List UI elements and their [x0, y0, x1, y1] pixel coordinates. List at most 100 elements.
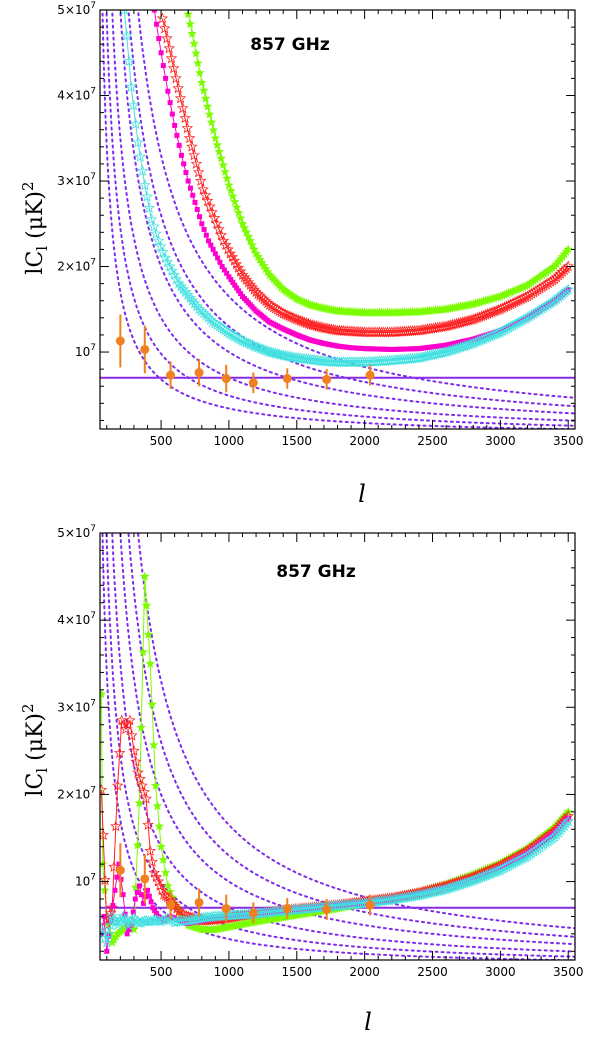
- marker-green: [158, 854, 169, 864]
- series-cyan: [100, 815, 575, 948]
- marker-green: [230, 196, 240, 206]
- marker-red: [150, 871, 163, 883]
- marker-cyan: [177, 283, 190, 295]
- dotted-noise-curve-3: [119, 10, 575, 415]
- marker-red: [174, 92, 187, 104]
- marker-magenta: [185, 178, 191, 184]
- marker-red: [132, 766, 144, 778]
- x-tick-label: 2500: [417, 434, 448, 448]
- marker-green: [204, 109, 215, 119]
- marker-red: [242, 276, 255, 288]
- marker-red: [562, 260, 575, 272]
- marker-green: [280, 286, 290, 295]
- x-axis-label-top: l: [358, 480, 366, 508]
- marker-cyan: [132, 136, 144, 148]
- series-magenta: [151, 10, 571, 352]
- marker-green: [243, 231, 254, 241]
- data-point: [140, 874, 150, 884]
- marker-cyan: [182, 914, 195, 926]
- data-point: [248, 378, 258, 388]
- marker-magenta: [130, 909, 136, 915]
- marker-magenta: [215, 255, 221, 261]
- marker-red: [172, 82, 184, 94]
- data-point: [194, 368, 204, 378]
- marker-green: [189, 38, 199, 48]
- marker-red: [158, 22, 171, 34]
- marker-green: [185, 19, 195, 29]
- marker-magenta: [226, 274, 232, 280]
- marker-cyan: [172, 277, 185, 289]
- marker-magenta: [219, 264, 225, 270]
- marker-green: [183, 10, 193, 19]
- marker-red: [146, 855, 159, 867]
- marker-cyan: [383, 894, 396, 906]
- y-tick-label: 4×107: [57, 611, 96, 627]
- marker-cyan: [184, 291, 196, 303]
- marker-cyan: [100, 932, 111, 944]
- data-points-orange: [115, 843, 375, 924]
- marker-green: [224, 180, 234, 190]
- marker-cyan: [202, 311, 214, 323]
- marker-red: [136, 779, 148, 791]
- marker-green: [156, 841, 166, 851]
- x-tick-label: 500: [150, 434, 173, 448]
- marker-magenta: [120, 892, 126, 898]
- marker-magenta: [158, 50, 164, 56]
- marker-magenta: [228, 277, 234, 283]
- marker-magenta: [116, 861, 122, 867]
- marker-cyan: [548, 831, 561, 843]
- dotted-noise-curve-1: [105, 533, 575, 958]
- data-point: [365, 900, 375, 910]
- marker-red: [104, 907, 117, 919]
- marker-cyan: [136, 164, 149, 176]
- marker-magenta: [101, 913, 107, 919]
- marker-cyan: [117, 910, 129, 922]
- marker-green: [237, 218, 248, 228]
- y-tick-label: 4×107: [57, 87, 96, 103]
- marker-red: [126, 729, 138, 741]
- marker-green: [141, 600, 152, 610]
- marker-magenta: [150, 905, 156, 911]
- marker-cyan: [120, 10, 129, 15]
- series-red: [156, 12, 575, 338]
- marker-green: [268, 274, 279, 284]
- marker-red: [156, 12, 169, 24]
- y-tick-label: 3×107: [57, 698, 96, 714]
- marker-red: [244, 278, 257, 290]
- data-point: [282, 904, 292, 914]
- marker-cyan: [119, 913, 131, 925]
- marker-red: [415, 324, 427, 336]
- dotted-noise-curve-3: [119, 533, 575, 946]
- marker-magenta: [192, 199, 198, 205]
- marker-red: [238, 271, 251, 283]
- marker-magenta: [140, 900, 146, 906]
- marker-red: [167, 62, 180, 74]
- marker-magenta: [217, 259, 223, 265]
- marker-cyan: [145, 213, 158, 225]
- marker-cyan: [480, 869, 492, 881]
- marker-green: [152, 801, 163, 811]
- marker-red: [206, 206, 218, 218]
- marker-cyan: [484, 330, 496, 342]
- series-red: [100, 714, 575, 931]
- marker-green: [214, 146, 224, 156]
- y-tick-label: 107: [75, 343, 96, 359]
- x-tick-label: 3000: [485, 434, 516, 448]
- panel-title-top: 857 GHz: [250, 35, 330, 55]
- marker-cyan: [408, 890, 421, 902]
- data-point: [282, 374, 292, 384]
- x-tick-label: 1000: [214, 434, 245, 448]
- marker-green: [284, 288, 294, 298]
- marker-magenta: [190, 192, 196, 198]
- marker-magenta: [194, 207, 200, 213]
- marker-red: [176, 102, 189, 114]
- marker-red: [144, 845, 157, 856]
- marker-red: [192, 166, 205, 178]
- marker-cyan: [411, 889, 423, 901]
- marker-cyan: [134, 150, 146, 162]
- marker-green: [147, 699, 157, 709]
- marker-red: [181, 122, 194, 134]
- marker-magenta: [114, 874, 120, 880]
- plot-area-top: [100, 10, 575, 429]
